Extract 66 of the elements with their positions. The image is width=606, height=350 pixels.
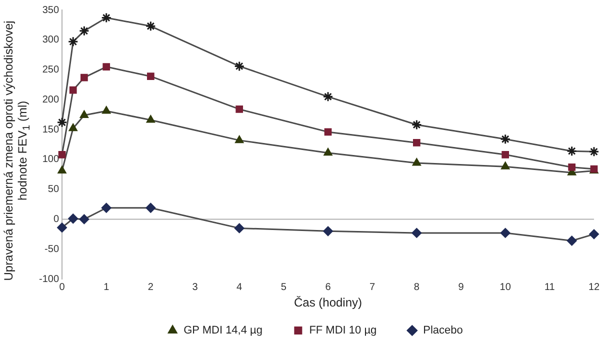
y-tick-label: 200 <box>42 94 60 106</box>
x-tick-label: 4 <box>236 282 243 293</box>
point <box>324 128 332 136</box>
point <box>588 146 600 157</box>
x-tick-label: 6 <box>325 282 332 293</box>
point <box>500 228 510 238</box>
point <box>412 228 422 238</box>
point <box>502 150 510 158</box>
point <box>234 60 245 72</box>
point <box>323 226 334 236</box>
point <box>234 223 244 234</box>
point <box>146 202 156 213</box>
point <box>412 139 420 146</box>
point <box>79 214 90 224</box>
y-tick-label: 350 <box>42 4 60 16</box>
x-tick-label: 10 <box>500 282 512 293</box>
point <box>68 36 78 47</box>
y-tick-label: 0 <box>53 214 60 225</box>
y-tick-label: -100 <box>39 274 60 285</box>
point <box>566 146 578 156</box>
point <box>80 74 88 82</box>
point <box>500 134 511 144</box>
x-tick-label: 11 <box>544 282 556 293</box>
point <box>146 114 156 123</box>
y-tick-label: 50 <box>48 184 60 196</box>
point <box>411 120 422 130</box>
point <box>101 12 112 24</box>
point <box>68 214 78 224</box>
point <box>57 222 68 233</box>
legend-label: Placebo <box>423 324 463 337</box>
x-tick-label: 2 <box>148 282 154 293</box>
y-tick-label: 150 <box>42 124 60 136</box>
point <box>80 110 89 118</box>
x-tick-label: 3 <box>192 282 198 293</box>
point <box>69 86 77 94</box>
y-tick-label: 300 <box>42 34 60 46</box>
point <box>102 63 110 70</box>
point <box>145 20 156 32</box>
y-tick-label: 100 <box>42 154 60 166</box>
x-tick-label: 7 <box>370 282 376 293</box>
y-tick-label: -50 <box>44 244 60 255</box>
point <box>589 229 599 240</box>
point <box>500 162 510 170</box>
x-tick-label: 9 <box>458 282 464 293</box>
x-tick-label: 8 <box>414 282 420 293</box>
point <box>234 135 244 144</box>
point <box>324 148 332 156</box>
point <box>68 123 78 132</box>
y-tick-label: 250 <box>42 64 60 76</box>
point <box>236 106 244 113</box>
x-tick-label: 1 <box>104 282 110 293</box>
point <box>78 26 90 36</box>
point <box>322 91 334 102</box>
x-axis-title: Čas (hodiny) <box>294 295 362 310</box>
point <box>568 164 576 171</box>
x-tick-label: 5 <box>280 282 287 293</box>
point <box>102 106 111 114</box>
point <box>101 202 112 213</box>
point <box>146 72 154 80</box>
point <box>566 236 577 246</box>
legend-label: GP MDI 14,4 µg <box>184 324 262 337</box>
point <box>58 166 66 174</box>
x-tick-label: 12 <box>588 282 600 293</box>
legend-label: FF MDI 10 µg <box>309 324 377 337</box>
point <box>412 158 422 166</box>
point <box>58 150 66 158</box>
